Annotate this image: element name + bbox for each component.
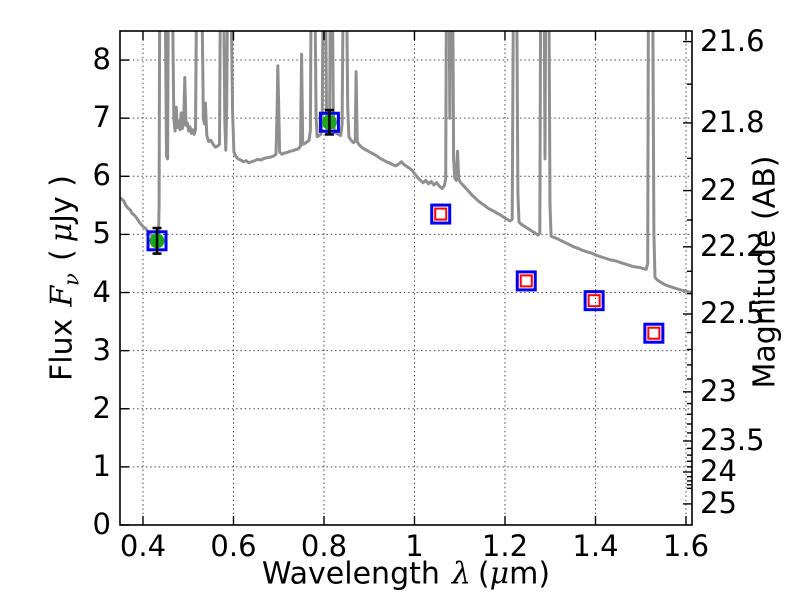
y-tick-label-flux: 8 [92, 42, 111, 77]
model-point-blue-square [515, 270, 537, 292]
model-point-marker [515, 270, 537, 292]
spectrum-line [120, 31, 692, 294]
x-axis-lambda-symbol: λ [451, 556, 471, 592]
model-point-blue-square [583, 290, 605, 312]
model-point-blue-square [643, 322, 665, 344]
x-axis-unit-open: ( [477, 556, 490, 592]
x-tick-label: 0.6 [210, 529, 257, 563]
y-axis-unit-mu: μ [44, 222, 80, 243]
y-tick-label-flux: 7 [92, 100, 111, 135]
model-point-red-square [434, 207, 448, 221]
model-point-red-square [519, 274, 533, 288]
x-axis-title-word: Wavelength [261, 556, 440, 592]
y-axis-flux-subscript: ν [59, 273, 84, 286]
y-tick-label-magnitude: 22 [700, 172, 737, 207]
model-point-red-square [647, 326, 661, 340]
y-tick-label-magnitude: 21.8 [700, 104, 765, 139]
y-axis-unit-rest: Jy ) [44, 174, 80, 223]
y-axis-title-word: Flux [44, 318, 80, 382]
model-point-marker [430, 203, 452, 225]
y-tick-label-flux: 1 [92, 448, 111, 483]
axis-ticks [120, 31, 692, 526]
y-tick-label-flux: 6 [92, 158, 111, 193]
y-tick-label-magnitude: 24 [700, 453, 737, 488]
y-tick-label-magnitude: 23 [700, 373, 737, 408]
model-point-marker [643, 322, 665, 344]
y-tick-label-magnitude: 21.6 [700, 23, 765, 58]
x-tick-label: 0.4 [119, 529, 167, 563]
plot-spines [119, 30, 693, 526]
x-axis-unit-rest: m) [509, 556, 551, 592]
y-tick-label-flux: 4 [92, 274, 111, 309]
y-axis-unit-open: ( [44, 249, 80, 262]
x-axis-title: Wavelength λ (μm) [262, 557, 550, 592]
x-tick-label: 1 [405, 529, 424, 563]
y-tick-label-flux: 3 [92, 332, 111, 367]
y-tick-label-flux: 0 [92, 507, 111, 541]
y-axis-title: Flux Fν ( μJy ) [44, 175, 83, 381]
y-tick-label-flux: 5 [92, 216, 111, 251]
model-point-blue-square [430, 203, 452, 225]
y-axis-flux-symbol: F [44, 285, 80, 307]
x-tick-label: 0.8 [300, 529, 348, 563]
model-point-red-square [587, 294, 601, 308]
y-tick-label-magnitude: 25 [700, 485, 737, 520]
y-tick-label-flux: 2 [92, 390, 111, 425]
model-point-marker [583, 290, 605, 312]
x-tick-label: 1.6 [662, 529, 710, 563]
x-tick-label: 1.2 [481, 529, 529, 563]
x-axis-unit-mu: μ [489, 556, 510, 592]
right-axis-title: Magnitude (AB) [747, 155, 783, 389]
x-tick-label: 1.4 [572, 529, 619, 563]
y-tick-label-magnitude: 23.5 [700, 422, 765, 457]
y-tick-label-magnitude: 22.2 [700, 228, 765, 263]
y-tick-label-magnitude: 22.5 [700, 295, 765, 330]
observed-point-marker [146, 226, 168, 255]
observed-point-marker [318, 108, 340, 136]
